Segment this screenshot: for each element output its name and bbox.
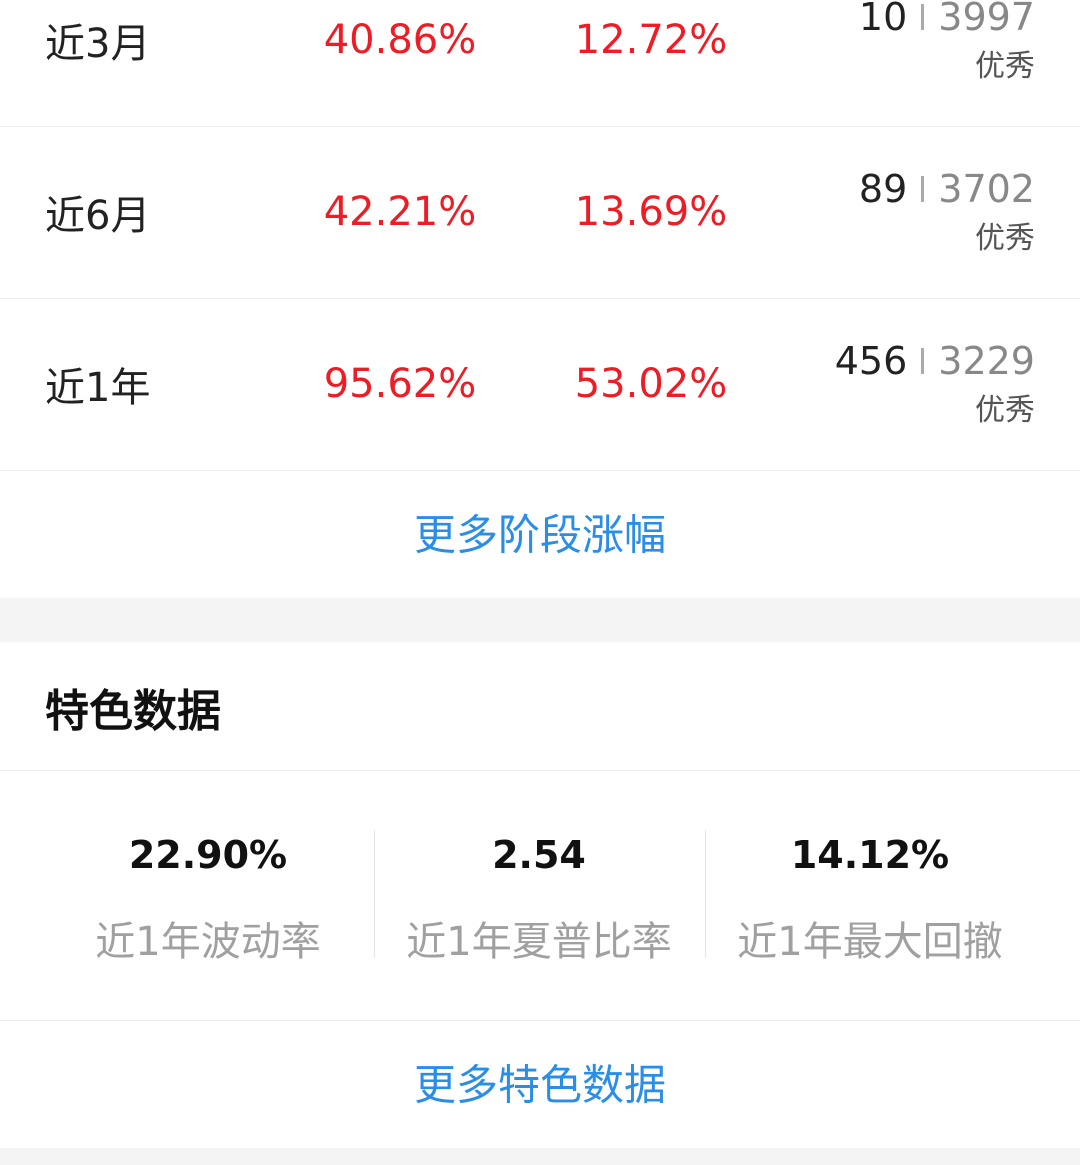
period-return: 42.21% [323,189,477,235]
period-label: 近3月 [45,21,151,67]
section-gap [0,598,1080,642]
section-title: 特色数据 [45,686,221,737]
rank: 456 3229 [835,339,1035,383]
rank-value: 456 [834,339,908,383]
rank-separator [921,4,925,30]
rank-separator [921,348,925,374]
period-label: 近6月 [45,193,151,239]
rank-total: 3229 [938,339,1035,383]
rank-value: 89 [858,167,908,211]
rank-separator [921,176,925,202]
period-other-return: 53.02% [574,361,728,407]
divider [0,770,1080,771]
more-feature-link[interactable]: 更多特色数据 [413,1060,666,1110]
period-row[interactable]: 近6月 42.21% 13.69% 89 3702 优秀 [0,126,1080,299]
rating: 优秀 [975,49,1035,84]
period-return: 95.62% [323,361,477,407]
rank-total: 3997 [938,0,1035,39]
section-gap [0,1148,1080,1165]
period-return: 40.86% [323,17,477,63]
rating: 优秀 [975,221,1035,256]
rank: 89 3702 [859,167,1035,211]
rating: 优秀 [975,393,1035,428]
metric-label: 近1年波动率 [95,919,321,965]
more-periods-link[interactable]: 更多阶段涨幅 [413,510,666,560]
metric-value: 22.90% [128,833,288,877]
metric-divider [705,830,706,958]
period-other-return: 12.72% [574,17,728,63]
divider [0,1020,1080,1021]
period-other-return: 13.69% [574,189,728,235]
metric-value: 14.12% [790,833,950,877]
metric-label: 近1年夏普比率 [406,919,672,965]
period-row[interactable]: 近1年 95.62% 53.02% 456 3229 优秀 [0,298,1080,471]
metric-label: 近1年最大回撤 [737,919,1003,965]
rank: 10 3997 [859,0,1035,39]
metric-divider [374,830,375,958]
rank-value: 10 [858,0,908,39]
metric-value: 2.54 [492,833,586,877]
rank-total: 3702 [938,167,1035,211]
period-row[interactable]: 近3月 40.86% 12.72% 10 3997 优秀 [0,0,1080,127]
period-label: 近1年 [45,365,151,411]
